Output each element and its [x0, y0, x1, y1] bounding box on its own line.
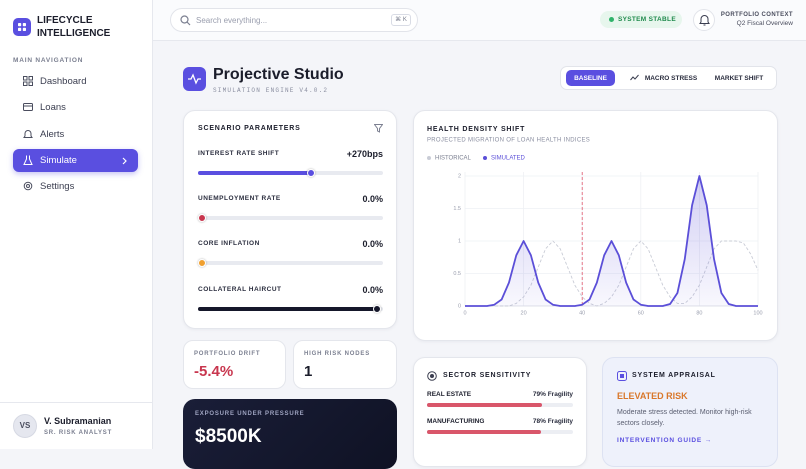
nav-icon — [23, 76, 33, 86]
bell-icon — [699, 15, 710, 26]
slider-fill — [198, 307, 378, 311]
nav-item[interactable]: Dashboard — [13, 70, 138, 93]
notifications[interactable] — [693, 9, 715, 31]
exposure-label: EXPOSURE UNDER PRESSURE — [195, 411, 305, 417]
status-dot — [609, 17, 614, 22]
search-box[interactable]: Search everything... ⌘ K — [170, 8, 418, 32]
sector-name: REAL ESTATE — [427, 391, 472, 398]
sector-label: 78% Fragility — [532, 418, 573, 425]
page-title: Projective Studio — [213, 66, 344, 83]
parameter-value: 0.0% — [362, 194, 383, 204]
search-icon — [180, 15, 191, 26]
slider-knob[interactable] — [306, 169, 315, 177]
exposure-value: $8500K — [195, 426, 262, 447]
exposure-card: EXPOSURE UNDER PRESSURE $8500K — [183, 399, 397, 469]
appraisal-text: Moderate stress detected. Monitor high-r… — [617, 409, 752, 427]
tab[interactable]: MARKET SHIFT — [706, 70, 772, 86]
user-name: V. Subramanian — [44, 416, 112, 426]
parameter-label: INTEREST RATE SHIFT — [198, 150, 280, 157]
tab-label: MARKET SHIFT — [714, 75, 764, 82]
nav-icon — [23, 130, 33, 138]
sector-bar — [427, 403, 543, 407]
slider-knob[interactable] — [197, 214, 206, 222]
nav-icon — [23, 103, 33, 111]
parameter-label: COLLATERAL HAIRCUT — [198, 286, 282, 293]
sector-title: SECTOR SENSITIVITY — [443, 372, 532, 379]
appraisal-title: SYSTEM APPRAISAL — [632, 372, 716, 379]
stat-card: PORTFOLIO DRIFT -5.4% — [183, 340, 286, 389]
chart-card — [413, 110, 778, 341]
parameter-value: +270bps — [346, 149, 383, 159]
nav-item[interactable]: Settings — [13, 175, 138, 198]
stat-label: HIGH RISK NODES — [304, 351, 371, 357]
nav-label: Simulate — [40, 155, 77, 166]
logo-icon — [18, 23, 26, 31]
nav-label: Settings — [40, 181, 75, 192]
appraisal-icon — [617, 371, 627, 381]
filter-icon[interactable] — [374, 124, 383, 133]
slider-knob[interactable] — [373, 305, 382, 313]
parameter-label: UNEMPLOYMENT RATE — [198, 195, 281, 202]
sector-bar — [427, 430, 541, 434]
trend-icon — [630, 74, 639, 81]
user-role: SR. RISK ANALYST — [44, 430, 113, 436]
parameter-value: 0.0% — [362, 285, 383, 295]
tab-label: MACRO STRESS — [644, 75, 698, 82]
slider-track — [198, 261, 383, 265]
tab-label: BASELINE — [574, 75, 607, 82]
page-subtitle: SIMULATION ENGINE V4.0.2 — [213, 87, 329, 94]
studio-icon — [183, 67, 206, 91]
pulse-icon — [188, 73, 201, 85]
tab[interactable]: BASELINE — [566, 70, 615, 86]
avatar: VS — [13, 414, 37, 438]
nav-label: MAIN NAVIGATION — [13, 57, 84, 64]
slider-track — [198, 216, 383, 220]
nav-label: Dashboard — [40, 76, 87, 87]
divider — [0, 402, 153, 403]
appraisal-link[interactable]: INTERVENTION GUIDE → — [617, 437, 712, 444]
nav-item[interactable]: Loans — [13, 96, 138, 119]
context-label: PORTFOLIO CONTEXT — [720, 12, 793, 18]
nav-icon — [23, 155, 33, 165]
search-placeholder: Search everything... — [196, 16, 268, 25]
status-text: SYSTEM STABLE — [618, 16, 676, 23]
context-value: Q2 Fiscal Overview — [736, 20, 793, 27]
slider-knob[interactable] — [197, 259, 206, 267]
stat-card: HIGH RISK NODES 1 — [293, 340, 397, 389]
stat-label: PORTFOLIO DRIFT — [194, 351, 261, 357]
status-pill: SYSTEM STABLE — [600, 11, 682, 28]
sector-label: 79% Fragility — [532, 391, 573, 398]
parameter-label: CORE INFLATION — [198, 240, 260, 247]
shortcut: ⌘ K — [391, 14, 411, 26]
sector-icon — [427, 371, 437, 381]
nav-label: Loans — [40, 102, 66, 113]
chevron — [122, 157, 127, 165]
nav-item[interactable]: Alerts — [13, 123, 138, 146]
nav-label: Alerts — [40, 129, 65, 140]
parameters-title: SCENARIO PARAMETERS — [198, 125, 301, 132]
parameter-value: 0.0% — [362, 239, 383, 249]
tab[interactable]: MACRO STRESS — [622, 70, 700, 86]
nav-item[interactable]: Simulate — [13, 149, 138, 172]
slider-fill — [198, 171, 311, 175]
brand: LIFECYCLE INTELLIGENCE — [37, 15, 111, 39]
stat-value: -5.4% — [194, 363, 234, 380]
appraisal-status: ELEVATED RISK — [617, 391, 688, 401]
stat-value: 1 — [304, 363, 313, 380]
sidebar: LIFECYCLE INTELLIGENCE MAIN NAVIGATION D… — [0, 0, 153, 449]
sector-name: MANUFACTURING — [427, 418, 485, 425]
logo — [13, 18, 31, 36]
nav-icon — [23, 181, 33, 191]
